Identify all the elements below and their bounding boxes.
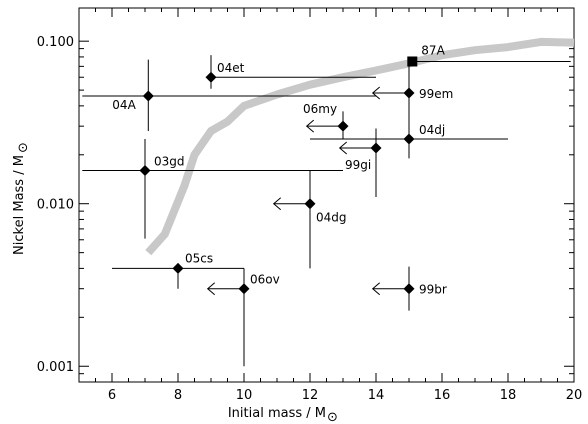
point-label: 04dg xyxy=(316,211,347,225)
y-axis-label: Nickel Mass / M xyxy=(12,155,27,255)
data-points-layer: 87A 04et 04A 99em 06my 04dj 99gi 03gd 04dg 05cs 06… xyxy=(82,43,571,367)
diamond-marker xyxy=(142,90,154,102)
y-axis-label-symbol-group: ⊙ xyxy=(16,142,31,153)
point-label: 04A xyxy=(112,98,136,112)
diamond-marker xyxy=(403,87,415,99)
point-label: 87A xyxy=(421,43,445,57)
point-label: 04dj xyxy=(419,123,445,137)
diamond-marker xyxy=(205,71,217,83)
point-label: 05cs xyxy=(185,251,213,265)
point-label: 06my xyxy=(303,102,337,116)
x-tick-label: 8 xyxy=(174,388,182,403)
data-point-03gd: 03gd xyxy=(82,139,343,239)
data-point-99em: 99em xyxy=(371,63,453,129)
x-tick-label: 14 xyxy=(368,388,385,403)
arrow-head xyxy=(371,282,381,296)
x-tick-label: 20 xyxy=(566,388,583,403)
point-label: 99em xyxy=(419,87,453,101)
data-point-04dj: 04dj xyxy=(310,121,508,159)
diamond-marker xyxy=(238,283,250,295)
y-tick-label: 0.010 xyxy=(37,198,74,213)
data-point-99gi: 99gi xyxy=(338,128,382,197)
square-marker xyxy=(407,56,418,67)
diamond-marker xyxy=(337,120,349,132)
x-tick-label: 18 xyxy=(500,388,517,403)
axes: 6 8 10 12 14 16 18 20 0.001 0.010 0.100 xyxy=(37,7,583,403)
model-curve-layer xyxy=(145,37,575,256)
x-tick-label: 16 xyxy=(434,388,451,403)
data-point-04A: 04A xyxy=(82,59,376,132)
diamond-marker xyxy=(139,165,151,177)
arrow-head xyxy=(272,197,282,211)
y-axis-label-symbol: ⊙ xyxy=(16,142,31,153)
y-tick-label: 0.100 xyxy=(37,35,74,50)
diamond-marker xyxy=(172,262,184,274)
diamond-marker xyxy=(403,133,415,145)
data-point-05cs: 05cs xyxy=(112,251,244,289)
point-label: 04et xyxy=(217,61,245,75)
model-curve xyxy=(145,37,575,256)
diamond-marker xyxy=(370,142,382,154)
arrow-head xyxy=(371,86,381,100)
plot-frame xyxy=(78,7,575,383)
point-label: 99br xyxy=(419,283,447,297)
data-point-06ov: 06ov xyxy=(206,268,280,367)
x-axis-label-symbol: ⊙ xyxy=(327,410,338,424)
x-tick-label: 10 xyxy=(236,388,253,403)
diamond-marker xyxy=(403,283,415,295)
y-tick-label: 0.001 xyxy=(37,360,74,375)
point-label: 03gd xyxy=(154,155,185,169)
arrow-head xyxy=(305,119,315,133)
data-point-87A: 87A xyxy=(407,43,571,67)
data-point-99br: 99br xyxy=(371,266,447,311)
x-tick-label: 12 xyxy=(302,388,319,403)
data-point-04et: 04et xyxy=(205,55,376,89)
point-label: 06ov xyxy=(250,273,280,287)
arrow-head xyxy=(206,282,216,296)
diamond-marker xyxy=(304,198,316,210)
data-point-04dg: 04dg xyxy=(272,170,347,269)
data-point-06my: 06my xyxy=(303,102,349,140)
point-label: 99gi xyxy=(345,158,371,172)
x-tick-label: 6 xyxy=(108,388,116,403)
y-axis-label-group: Nickel Mass / M xyxy=(12,155,27,255)
x-axis-label: Initial mass / M xyxy=(228,406,326,421)
arrow-head xyxy=(338,141,348,155)
